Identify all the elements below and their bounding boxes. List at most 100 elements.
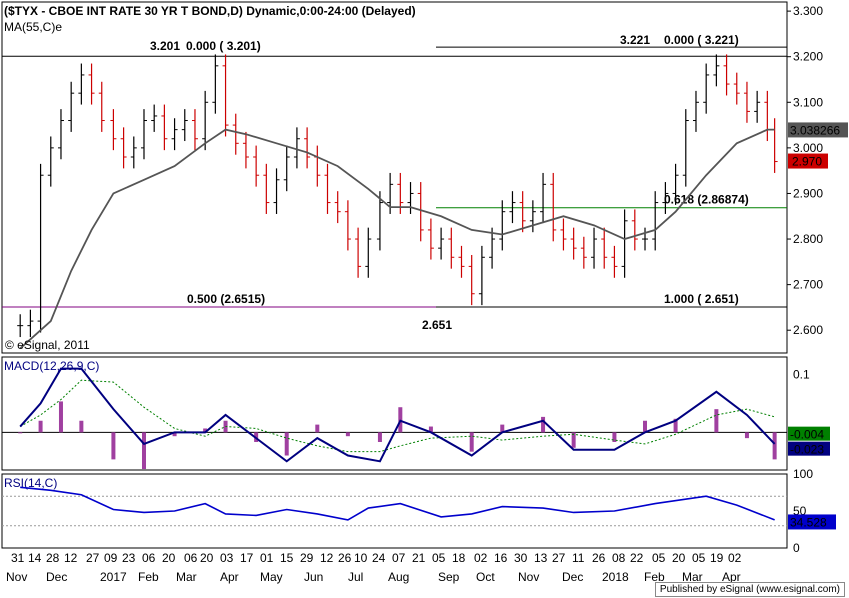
x-day-label: 31 bbox=[11, 551, 25, 565]
macd-histogram-bar bbox=[772, 432, 777, 460]
y-tick-label: 2.900 bbox=[793, 186, 823, 200]
macd-histogram-bar bbox=[612, 432, 617, 442]
x-month-label: Aug bbox=[388, 570, 409, 584]
x-month-label: 2017 bbox=[100, 570, 127, 584]
rsi-tick-label: 100 bbox=[793, 467, 813, 481]
x-day-label: 02 bbox=[728, 551, 742, 565]
macd-histogram-bar bbox=[571, 432, 576, 448]
x-day-label: 02 bbox=[474, 551, 488, 565]
credit-label: Published by eSignal (www.esignal.com) bbox=[654, 582, 845, 597]
price-pane bbox=[1, 1, 788, 354]
rsi-value-label: 34.528 bbox=[790, 515, 827, 529]
ma-value-label: 3.038266 bbox=[790, 123, 840, 137]
y-tick-label: 3.000 bbox=[793, 141, 823, 155]
x-day-label: 06 bbox=[184, 551, 198, 565]
macd-histogram-bar bbox=[673, 418, 678, 433]
x-month-label: May bbox=[260, 570, 283, 584]
x-month-label: Dec bbox=[46, 570, 67, 584]
level-3201-left-label: 3.201 bbox=[150, 39, 180, 53]
macd-pane bbox=[1, 356, 788, 471]
macd-histogram-bar bbox=[714, 409, 719, 433]
x-month-label: Oct bbox=[476, 570, 495, 584]
x-day-label: 28 bbox=[46, 551, 60, 565]
x-month-label: Nov bbox=[518, 570, 539, 584]
level-3221-left-label: 3.221 bbox=[620, 33, 650, 47]
macd-histogram-bar bbox=[428, 426, 433, 433]
ma-line bbox=[19, 128, 775, 350]
chart-title: ($TYX - CBOE INT RATE 30 YR T BOND,D) Dy… bbox=[4, 4, 416, 18]
ma-label: MA(55,C)e bbox=[4, 20, 62, 34]
x-month-label: Jul bbox=[348, 570, 363, 584]
x-month-label: Apr bbox=[722, 570, 741, 584]
macd-label: MACD(12,26,9,C) bbox=[4, 359, 99, 373]
x-day-label: 03 bbox=[220, 551, 234, 565]
x-month-label: Sep bbox=[438, 570, 460, 584]
macd-histogram-bar bbox=[541, 416, 546, 433]
x-day-label: 26 bbox=[592, 551, 606, 565]
macd-histogram-bar bbox=[58, 401, 63, 433]
level-2651-left-label: 0.500 (2.6515) bbox=[187, 292, 265, 306]
x-day-label: 24 bbox=[372, 551, 386, 565]
x-day-label: 29 bbox=[300, 551, 314, 565]
macd-histogram-bar bbox=[744, 432, 749, 439]
x-day-label: 09 bbox=[104, 551, 118, 565]
x-month-label: Nov bbox=[6, 570, 27, 584]
copyright-label: © eSignal, 2011 bbox=[5, 338, 90, 352]
price-value-label: 2.970 bbox=[792, 155, 822, 169]
macd-histogram-bar bbox=[172, 432, 177, 437]
x-day-label: 20 bbox=[672, 551, 686, 565]
macd-value-label: -0.023 bbox=[790, 443, 824, 457]
x-month-label: Apr bbox=[220, 570, 239, 584]
macd-histogram-bar bbox=[203, 428, 208, 433]
x-day-label: 10 bbox=[354, 551, 368, 565]
macd-histogram-bar bbox=[500, 424, 505, 433]
rsi-label: RSI(14,C) bbox=[4, 476, 57, 490]
x-day-label: 23 bbox=[122, 551, 136, 565]
level-2651-right-label: 1.000 ( 2.651) bbox=[664, 292, 739, 306]
x-day-label: 22 bbox=[630, 551, 644, 565]
x-month-label: Mar bbox=[176, 570, 197, 584]
x-month-label: Feb bbox=[644, 570, 665, 584]
x-day-label: 27 bbox=[86, 551, 100, 565]
macd-tick-label: 0.1 bbox=[793, 367, 810, 381]
x-day-label: 07 bbox=[392, 551, 406, 565]
macd-signal-line bbox=[19, 379, 775, 453]
macd-histogram-bar bbox=[345, 432, 350, 437]
macd-line bbox=[19, 367, 776, 463]
price-value-tag bbox=[788, 153, 828, 169]
ma-value-tag bbox=[788, 122, 848, 138]
macd-value-tag bbox=[788, 441, 830, 456]
x-day-label: 20 bbox=[162, 551, 176, 565]
x-day-label: 20 bbox=[200, 551, 214, 565]
x-day-label: 05 bbox=[692, 551, 706, 565]
x-month-label: Feb bbox=[138, 570, 159, 584]
x-month-label: Dec bbox=[562, 570, 583, 584]
macd-histogram-bar bbox=[79, 420, 84, 433]
rsi-line bbox=[20, 486, 775, 521]
low-annotation: 2.651 bbox=[422, 318, 452, 332]
x-day-label: 19 bbox=[710, 551, 724, 565]
rsi-pane bbox=[1, 473, 788, 549]
x-month-label: Jun bbox=[304, 570, 323, 584]
x-month-label: 2018 bbox=[602, 570, 629, 584]
x-day-label: 08 bbox=[612, 551, 626, 565]
x-day-label: 12 bbox=[320, 551, 334, 565]
x-day-label: 06 bbox=[142, 551, 156, 565]
macd-signal-value-tag bbox=[788, 426, 830, 441]
macd-histogram-bar bbox=[111, 432, 116, 460]
macd-histogram-bar bbox=[643, 420, 648, 433]
x-day-label: 26 bbox=[338, 551, 352, 565]
x-day-label: 21 bbox=[412, 551, 426, 565]
y-tick-label: 3.100 bbox=[793, 95, 823, 109]
y-tick-label: 3.200 bbox=[793, 50, 823, 64]
x-day-label: 12 bbox=[64, 551, 78, 565]
y-tick-label: 3.300 bbox=[793, 4, 823, 18]
macd-histogram-bar bbox=[284, 432, 289, 456]
rsi-tick-label: 0 bbox=[793, 541, 800, 555]
x-day-label: 16 bbox=[494, 551, 508, 565]
x-month-label: Mar bbox=[682, 570, 703, 584]
x-day-label: 15 bbox=[280, 551, 294, 565]
x-day-label: 14 bbox=[28, 551, 42, 565]
x-day-label: 01 bbox=[260, 551, 274, 565]
y-tick-label: 2.800 bbox=[793, 232, 823, 246]
